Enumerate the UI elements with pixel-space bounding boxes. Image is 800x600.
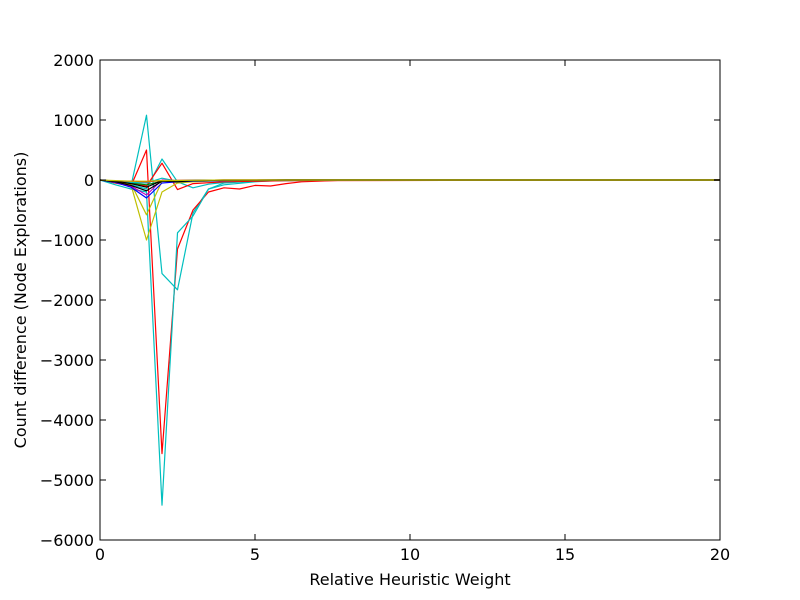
y-tick-label: −6000 <box>40 531 94 550</box>
tick-layer: 0 5 10 15 20 2000 1000 0 −1000 −2000 −3000 −4000 −50… <box>40 51 730 564</box>
y-tick-label: 1000 <box>53 111 94 130</box>
x-tick-label: 20 <box>710 545 730 564</box>
series-line-14 <box>99 179 720 182</box>
y-tick-label: −2000 <box>40 291 94 310</box>
y-tick-label: −1000 <box>40 231 94 250</box>
y-axis-label: Count difference (Node Explorations) <box>11 152 30 449</box>
x-tick-label: 10 <box>400 545 420 564</box>
series-layer <box>99 114 721 506</box>
x-tick-label: 15 <box>555 545 575 564</box>
x-tick-label: 0 <box>95 545 105 564</box>
x-tick-label: 5 <box>250 545 260 564</box>
y-tick-label: −4000 <box>40 411 94 430</box>
y-tick-label: −5000 <box>40 471 94 490</box>
y-tick-label: 2000 <box>53 51 94 70</box>
plot-area <box>100 60 720 540</box>
y-tick-label: −3000 <box>40 351 94 370</box>
series-line-1 <box>99 149 720 455</box>
y-tick-label: 0 <box>84 171 94 190</box>
x-axis-label: Relative Heuristic Weight <box>309 570 510 589</box>
